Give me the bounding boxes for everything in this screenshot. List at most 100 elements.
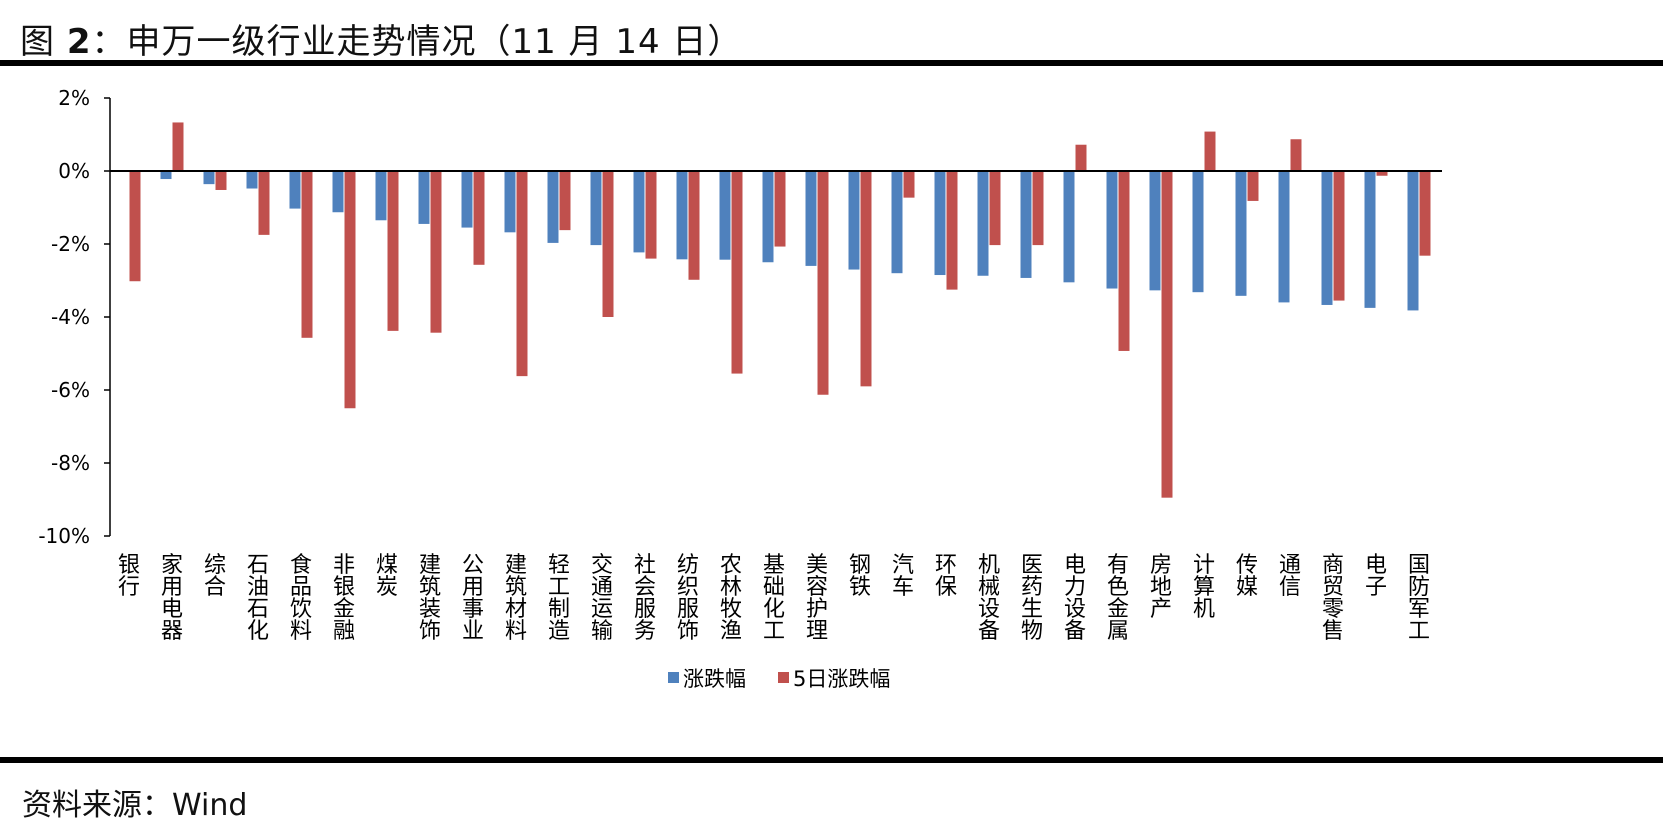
category-label: 家用电器	[161, 553, 183, 644]
bar-daily-change	[934, 171, 946, 276]
bar-daily-change	[203, 171, 215, 185]
bar-5day-change	[774, 171, 786, 247]
figure-title-text: ：申万一级行业走势情况（11 月 14 日）	[91, 22, 743, 62]
category-label: 纺织服饰	[677, 553, 699, 644]
bar-5day-change	[1161, 171, 1173, 498]
bar-daily-change	[375, 171, 387, 221]
bar-daily-change	[805, 171, 817, 266]
bar-daily-change	[848, 171, 860, 270]
bar-daily-change	[891, 171, 903, 274]
category-label: 基础化工	[763, 553, 785, 644]
category-label: 电子	[1365, 553, 1387, 600]
bar-5day-change	[430, 171, 442, 333]
bar-5day-change	[1290, 139, 1302, 171]
category-label: 食品饮料	[290, 553, 312, 644]
bar-5day-change	[903, 171, 915, 198]
category-label: 机械设备	[978, 553, 1000, 644]
bar-daily-change	[719, 171, 731, 260]
y-tick-label: 2%	[58, 86, 90, 110]
bar-daily-change	[1192, 171, 1204, 293]
category-label: 计算机	[1193, 553, 1215, 622]
bar-5day-change	[1032, 171, 1044, 246]
y-tick-label: -2%	[51, 232, 90, 256]
legend-label: 涨跌幅	[683, 667, 746, 691]
y-tick-label: -6%	[51, 378, 90, 402]
bar-daily-change	[504, 171, 516, 233]
figure-title: 图 2：申万一级行业走势情况（11 月 14 日）	[20, 14, 742, 63]
bar-5day-change	[1075, 144, 1087, 171]
category-label: 轻工制造	[548, 553, 570, 644]
bar-5day-change	[645, 171, 657, 259]
bar-5day-change	[1118, 171, 1130, 351]
bar-daily-change	[246, 171, 258, 189]
bar-5day-change	[1333, 171, 1345, 301]
bar-daily-change	[762, 171, 774, 263]
bar-5day-change	[344, 171, 356, 409]
bar-5day-change	[301, 171, 313, 338]
bar-daily-change	[1321, 171, 1333, 305]
category-label: 有色金属	[1107, 553, 1129, 644]
bar-daily-change	[547, 171, 559, 243]
category-label: 美容护理	[806, 553, 828, 644]
bar-daily-change	[1106, 171, 1118, 289]
bar-daily-change	[590, 171, 602, 246]
y-tick-label: -4%	[51, 305, 90, 329]
category-label: 石油石化	[247, 553, 269, 644]
figure-number: 2	[66, 22, 92, 62]
category-label: 银行	[118, 553, 140, 600]
bar-daily-change	[1149, 171, 1161, 291]
legend-swatch-daily	[668, 672, 679, 683]
bar-5day-change	[516, 171, 528, 377]
bar-5day-change	[946, 171, 958, 290]
category-label: 社会服务	[634, 553, 656, 644]
top-rule	[0, 60, 1663, 66]
category-label: 汽车	[892, 553, 914, 600]
bar-daily-change	[461, 171, 473, 228]
bar-5day-change	[688, 171, 700, 280]
bar-chart: 2% 0% -2% -4% -6% -8% -10% 银行家用电器综合石油石化食品饮料非银金融…	[38, 86, 1442, 691]
category-label: 公用事业	[462, 553, 484, 644]
category-label: 建筑材料	[505, 553, 527, 644]
bar-daily-change	[1364, 171, 1376, 308]
bar-daily-change	[418, 171, 430, 224]
bar-daily-change	[633, 171, 645, 253]
bar-daily-change	[1278, 171, 1290, 303]
bar-5day-change	[731, 171, 743, 374]
bar-5day-change	[473, 171, 485, 265]
category-label: 环保	[935, 553, 957, 600]
bar-daily-change	[676, 171, 688, 260]
bar-5day-change	[387, 171, 399, 331]
bar-5day-change	[860, 171, 872, 387]
bar-5day-change	[817, 171, 829, 395]
y-tick-label: -8%	[51, 451, 90, 475]
category-label: 电力设备	[1064, 553, 1086, 644]
bar-5day-change	[989, 171, 1001, 246]
bar-5day-change	[1204, 131, 1216, 171]
bar-5day-change	[559, 171, 571, 231]
bar-daily-change	[1063, 171, 1075, 283]
bar-5day-change	[172, 122, 184, 171]
category-label: 农林牧渔	[720, 553, 742, 644]
bar-5day-change	[129, 171, 141, 282]
bar-daily-change	[1020, 171, 1032, 278]
figure-title-prefix: 图	[20, 22, 67, 62]
bar-5day-change	[1376, 171, 1388, 176]
bar-daily-change	[1235, 171, 1247, 296]
category-label: 商贸零售	[1322, 553, 1344, 644]
source-note: 资料来源：Wind	[22, 788, 248, 823]
category-label: 交通运输	[591, 553, 613, 644]
bar-5day-change	[258, 171, 270, 235]
bar-5day-change	[602, 171, 614, 317]
category-label: 国防军工	[1408, 553, 1430, 644]
category-label: 传媒	[1236, 553, 1258, 600]
category-label: 煤炭	[376, 553, 398, 600]
category-label: 医药生物	[1021, 553, 1043, 644]
bar-daily-change	[1407, 171, 1419, 311]
category-label: 非银金融	[333, 553, 355, 644]
bar-daily-change	[160, 171, 172, 180]
y-tick-label: 0%	[58, 159, 90, 183]
category-label: 建筑装饰	[419, 553, 441, 644]
bottom-rule	[0, 757, 1663, 763]
category-label: 综合	[204, 553, 226, 600]
bar-5day-change	[1419, 171, 1431, 256]
